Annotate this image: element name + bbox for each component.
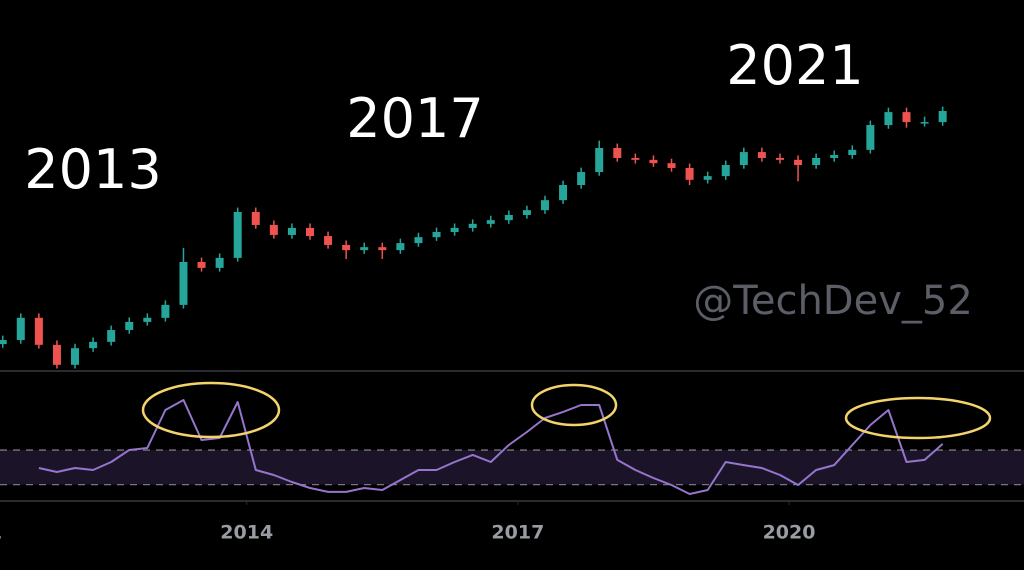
- candle-body: [107, 330, 116, 342]
- candle-body: [16, 317, 25, 341]
- candle-body: [884, 112, 893, 126]
- candle-body: [631, 157, 640, 160]
- candle-body: [613, 148, 622, 158]
- candle-body: [920, 122, 929, 124]
- candle-body: [848, 149, 857, 156]
- candle-body: [306, 227, 315, 237]
- candle-body: [360, 247, 369, 251]
- candle-body: [233, 212, 242, 258]
- candle-body: [287, 227, 296, 235]
- candle-body: [667, 163, 676, 168]
- candle-body: [197, 261, 206, 268]
- candle-body: [215, 257, 224, 268]
- candle-body: [902, 112, 911, 123]
- level-band: [0, 450, 1024, 485]
- candle-body: [89, 341, 98, 349]
- candle-body: [739, 152, 748, 166]
- candle-body: [703, 176, 712, 180]
- candle-body: [161, 304, 170, 318]
- candle-body: [522, 210, 531, 215]
- candle-body: [269, 224, 278, 235]
- candle-body: [468, 223, 477, 228]
- annotation: 2021: [726, 34, 863, 97]
- candle-body: [432, 231, 441, 238]
- candle-body: [251, 212, 260, 225]
- candle-body: [450, 227, 459, 232]
- annotation: 2017: [346, 87, 483, 150]
- highlight-ellipse: [141, 381, 281, 439]
- candle-body: [342, 244, 351, 251]
- candle-body: [721, 165, 730, 177]
- candle-body: [34, 317, 43, 345]
- candle-body: [504, 214, 513, 221]
- candle-body: [125, 321, 134, 331]
- candle-body: [143, 317, 152, 322]
- x-tick-label: 2011: [0, 522, 2, 544]
- candle-body: [378, 247, 387, 251]
- candle-body: [685, 167, 694, 180]
- indicator-line: [38, 399, 944, 495]
- candle-body: [414, 237, 423, 244]
- candle-body: [775, 157, 784, 160]
- candle-body: [812, 157, 821, 166]
- candle-body: [794, 159, 803, 166]
- highlight-ellipse: [844, 396, 992, 440]
- candle-body: [559, 185, 568, 201]
- candle-body: [830, 155, 839, 158]
- candle-body: [577, 172, 586, 185]
- x-tick-label: 2020: [763, 522, 816, 544]
- candle-body: [0, 340, 7, 345]
- candle-body: [179, 261, 188, 305]
- candle-body: [396, 243, 405, 251]
- candle-body: [649, 159, 658, 164]
- candle-body: [595, 148, 604, 173]
- annotation: 2013: [24, 138, 161, 201]
- candle-body: [938, 111, 947, 123]
- candle-body: [486, 220, 495, 224]
- highlight-ellipse: [530, 383, 618, 427]
- x-tick-label: 2014: [220, 522, 273, 544]
- watermark: @TechDev_52: [693, 278, 973, 324]
- candle-body: [866, 125, 875, 150]
- candle-body: [71, 348, 80, 365]
- candle-body: [757, 152, 766, 158]
- candle-body: [540, 200, 549, 211]
- candle-body: [52, 344, 61, 365]
- candle-body: [324, 236, 333, 245]
- x-tick-label: 2017: [491, 522, 544, 544]
